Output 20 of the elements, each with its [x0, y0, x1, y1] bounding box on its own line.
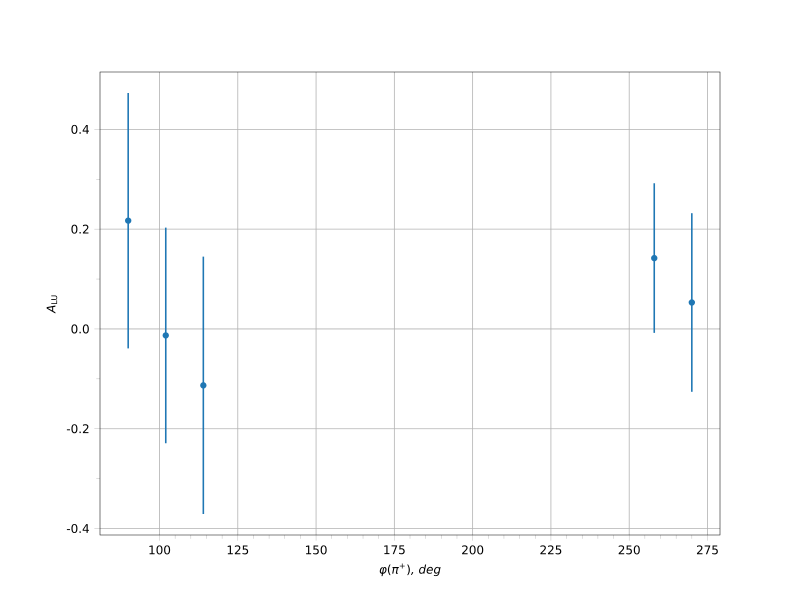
- y-tick-label: 0.2: [71, 224, 88, 234]
- x-tick-label: 100: [149, 545, 170, 554]
- y-tick-label: 0.0: [71, 324, 89, 334]
- x-tick-label: 250: [618, 545, 640, 554]
- y-axis-title: A$_{LU}$: [46, 295, 58, 314]
- point: [200, 382, 207, 389]
- x-axis-title: φ(π$^{+}$), deg: [380, 564, 441, 576]
- x-tick-label: 175: [384, 545, 405, 554]
- point: [124, 217, 132, 224]
- point: [688, 299, 696, 306]
- x-tick-label: 150: [306, 545, 327, 554]
- point: [162, 332, 169, 339]
- y-tick-label: -0.2: [66, 424, 88, 434]
- point: [651, 254, 658, 262]
- x-tick-label: 225: [540, 545, 562, 554]
- x-tick-label: 125: [228, 545, 248, 554]
- y-tick-label: -0.4: [66, 524, 89, 534]
- x-tick-label: 200: [462, 545, 484, 554]
- y-tick-label: 0.4: [71, 124, 89, 134]
- x-tick-label: 275: [696, 545, 718, 554]
